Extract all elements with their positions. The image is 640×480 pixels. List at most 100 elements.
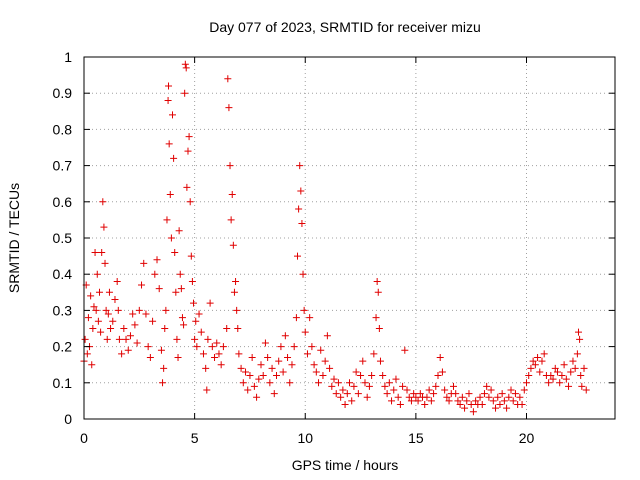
data-point <box>339 386 347 394</box>
data-point <box>226 162 234 170</box>
data-point <box>476 393 484 401</box>
data-point <box>185 133 193 141</box>
data-point <box>565 382 573 390</box>
data-point <box>163 216 171 224</box>
data-point <box>534 353 542 361</box>
data-point <box>298 220 306 228</box>
data-point <box>181 60 189 68</box>
data-point <box>259 372 267 380</box>
data-point <box>230 288 238 296</box>
data-point <box>569 357 577 365</box>
data-point <box>310 361 318 369</box>
data-point <box>178 314 186 322</box>
data-point <box>187 252 195 260</box>
data-point <box>373 277 381 285</box>
data-point <box>368 372 376 380</box>
data-point <box>326 364 334 372</box>
data-point <box>142 310 150 318</box>
data-point <box>334 379 342 387</box>
data-point <box>500 397 508 405</box>
data-point <box>261 339 269 347</box>
data-point <box>330 375 338 383</box>
data-point <box>443 393 451 401</box>
x-tick-label: 15 <box>408 430 424 446</box>
data-point <box>173 335 181 343</box>
data-point <box>529 357 537 365</box>
data-point <box>131 321 139 329</box>
data-point <box>436 353 444 361</box>
data-point <box>101 259 109 267</box>
data-point <box>483 382 491 390</box>
data-point <box>239 379 247 387</box>
data-point <box>160 364 168 372</box>
data-point <box>538 357 546 365</box>
data-point <box>182 64 190 72</box>
data-point <box>425 386 433 394</box>
data-point <box>100 223 108 231</box>
data-point <box>375 325 383 332</box>
data-point <box>388 397 396 405</box>
data-point <box>190 299 198 307</box>
data-point <box>359 357 367 365</box>
data-point <box>242 368 250 376</box>
axis-ticks <box>83 56 615 420</box>
data-point <box>294 252 302 260</box>
data-point <box>551 364 559 372</box>
data-point <box>177 285 185 293</box>
data-point <box>105 288 113 296</box>
data-point <box>361 379 369 387</box>
data-point <box>225 104 233 112</box>
data-point <box>427 397 435 405</box>
data-point <box>83 350 91 358</box>
data-point <box>432 382 440 390</box>
data-point <box>95 288 103 296</box>
data-point <box>268 364 276 372</box>
data-point <box>461 404 469 412</box>
data-point <box>525 372 533 380</box>
y-tick-label: 0.5 <box>53 230 73 246</box>
data-point <box>84 314 92 322</box>
y-axis-label: SRMTID / TECUs <box>6 183 22 293</box>
data-point <box>463 397 471 405</box>
data-point <box>299 270 307 278</box>
data-point <box>197 328 205 336</box>
data-point <box>412 393 420 401</box>
data-point <box>175 227 183 235</box>
data-point <box>480 390 488 398</box>
data-point <box>531 361 539 369</box>
data-point <box>203 386 211 394</box>
data-point <box>308 343 316 351</box>
data-point <box>319 372 327 380</box>
data-point <box>576 335 584 343</box>
data-point <box>229 241 237 249</box>
data-point <box>257 361 265 369</box>
data-point <box>303 350 311 358</box>
data-point <box>88 361 96 369</box>
grid-lines <box>84 57 615 419</box>
data-point <box>193 343 201 351</box>
data-point <box>138 281 146 289</box>
data-point <box>126 332 134 340</box>
data-point <box>264 353 272 361</box>
data-point <box>549 375 557 383</box>
data-point <box>237 364 245 372</box>
data-point <box>151 270 159 278</box>
data-point <box>104 310 112 318</box>
data-point <box>233 306 241 314</box>
x-tick-label: 10 <box>297 430 313 446</box>
data-point <box>396 401 404 409</box>
data-point <box>215 350 223 358</box>
data-point <box>286 379 294 387</box>
data-point <box>92 306 100 314</box>
data-point <box>183 183 191 191</box>
data-point <box>244 386 252 394</box>
data-point <box>99 198 107 206</box>
y-tick-label: 0.2 <box>53 339 73 355</box>
data-point <box>456 401 464 409</box>
data-point <box>423 393 431 401</box>
data-point <box>114 306 122 314</box>
data-point <box>372 314 380 322</box>
data-point <box>312 368 320 376</box>
data-point <box>171 248 179 256</box>
